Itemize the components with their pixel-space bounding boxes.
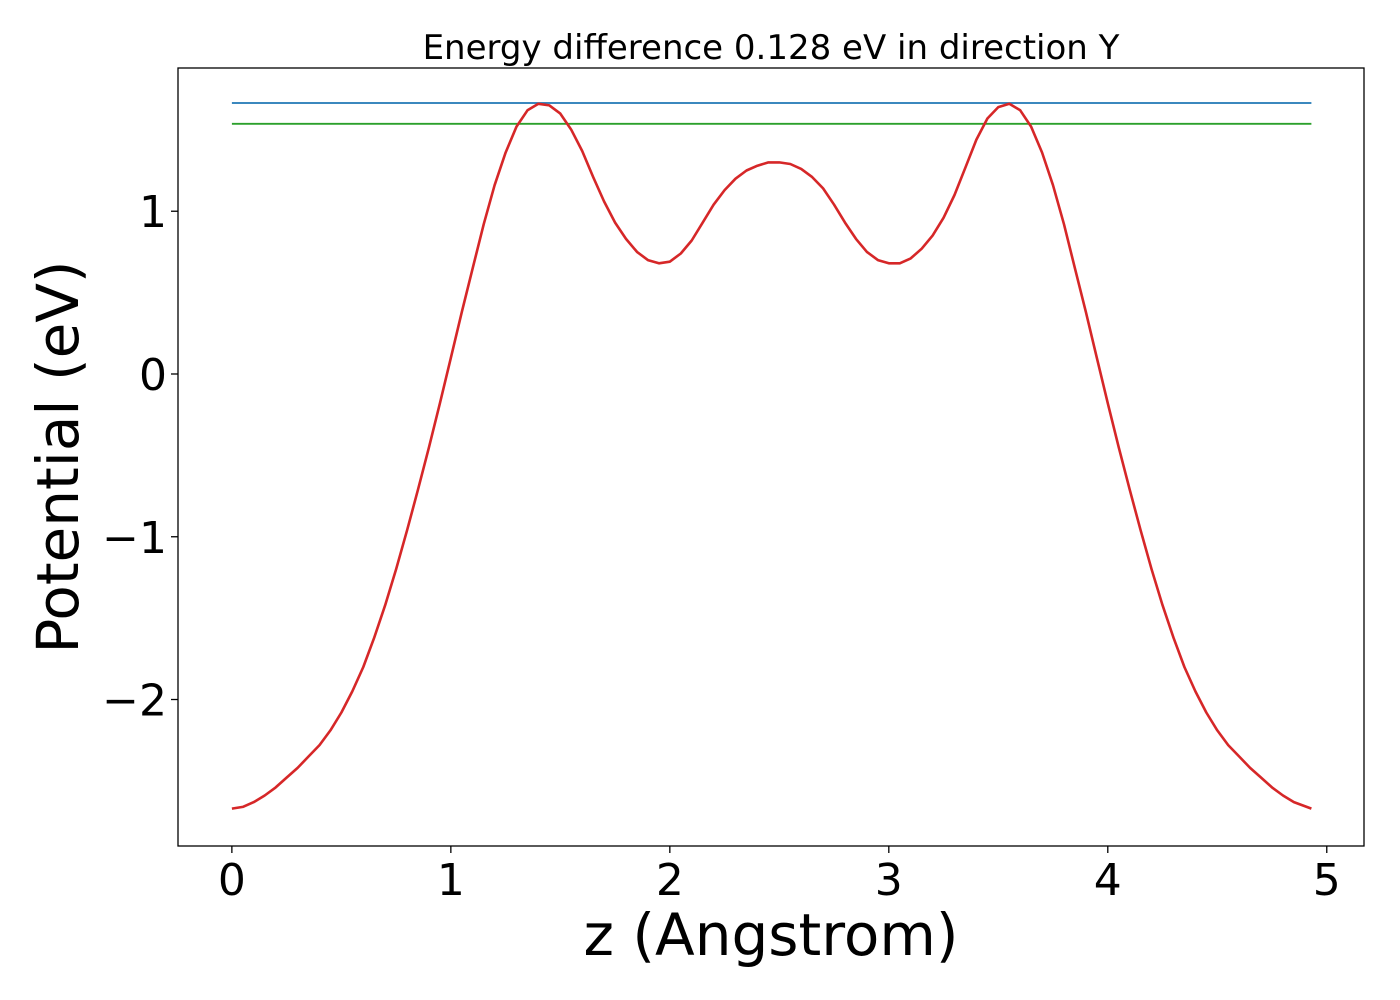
plot-frame: [177, 67, 1365, 847]
x-tick-label: 4: [1094, 855, 1122, 906]
series-line-potential: [231, 102, 1312, 810]
y-tick-label: 1: [139, 187, 167, 238]
x-tick-label: 1: [437, 855, 465, 906]
x-axis-label: z (Angstrom): [584, 901, 959, 969]
x-tick-label: 5: [1313, 855, 1341, 906]
y-tick-label: −2: [102, 676, 167, 727]
chart-title: Energy difference 0.128 eV in direction …: [423, 28, 1120, 68]
y-axis-label: Potential (eV): [24, 260, 92, 653]
plot-area: [231, 102, 1312, 810]
x-tick-label: 3: [875, 855, 903, 906]
x-axis: 0 1 2 3 4 5: [218, 846, 1341, 906]
x-tick-label: 0: [218, 855, 246, 906]
y-axis: −2 −1 0 1: [102, 187, 178, 727]
x-tick-label: 2: [656, 855, 684, 906]
y-tick-label: 0: [139, 350, 167, 401]
y-tick-label: −1: [102, 513, 167, 564]
